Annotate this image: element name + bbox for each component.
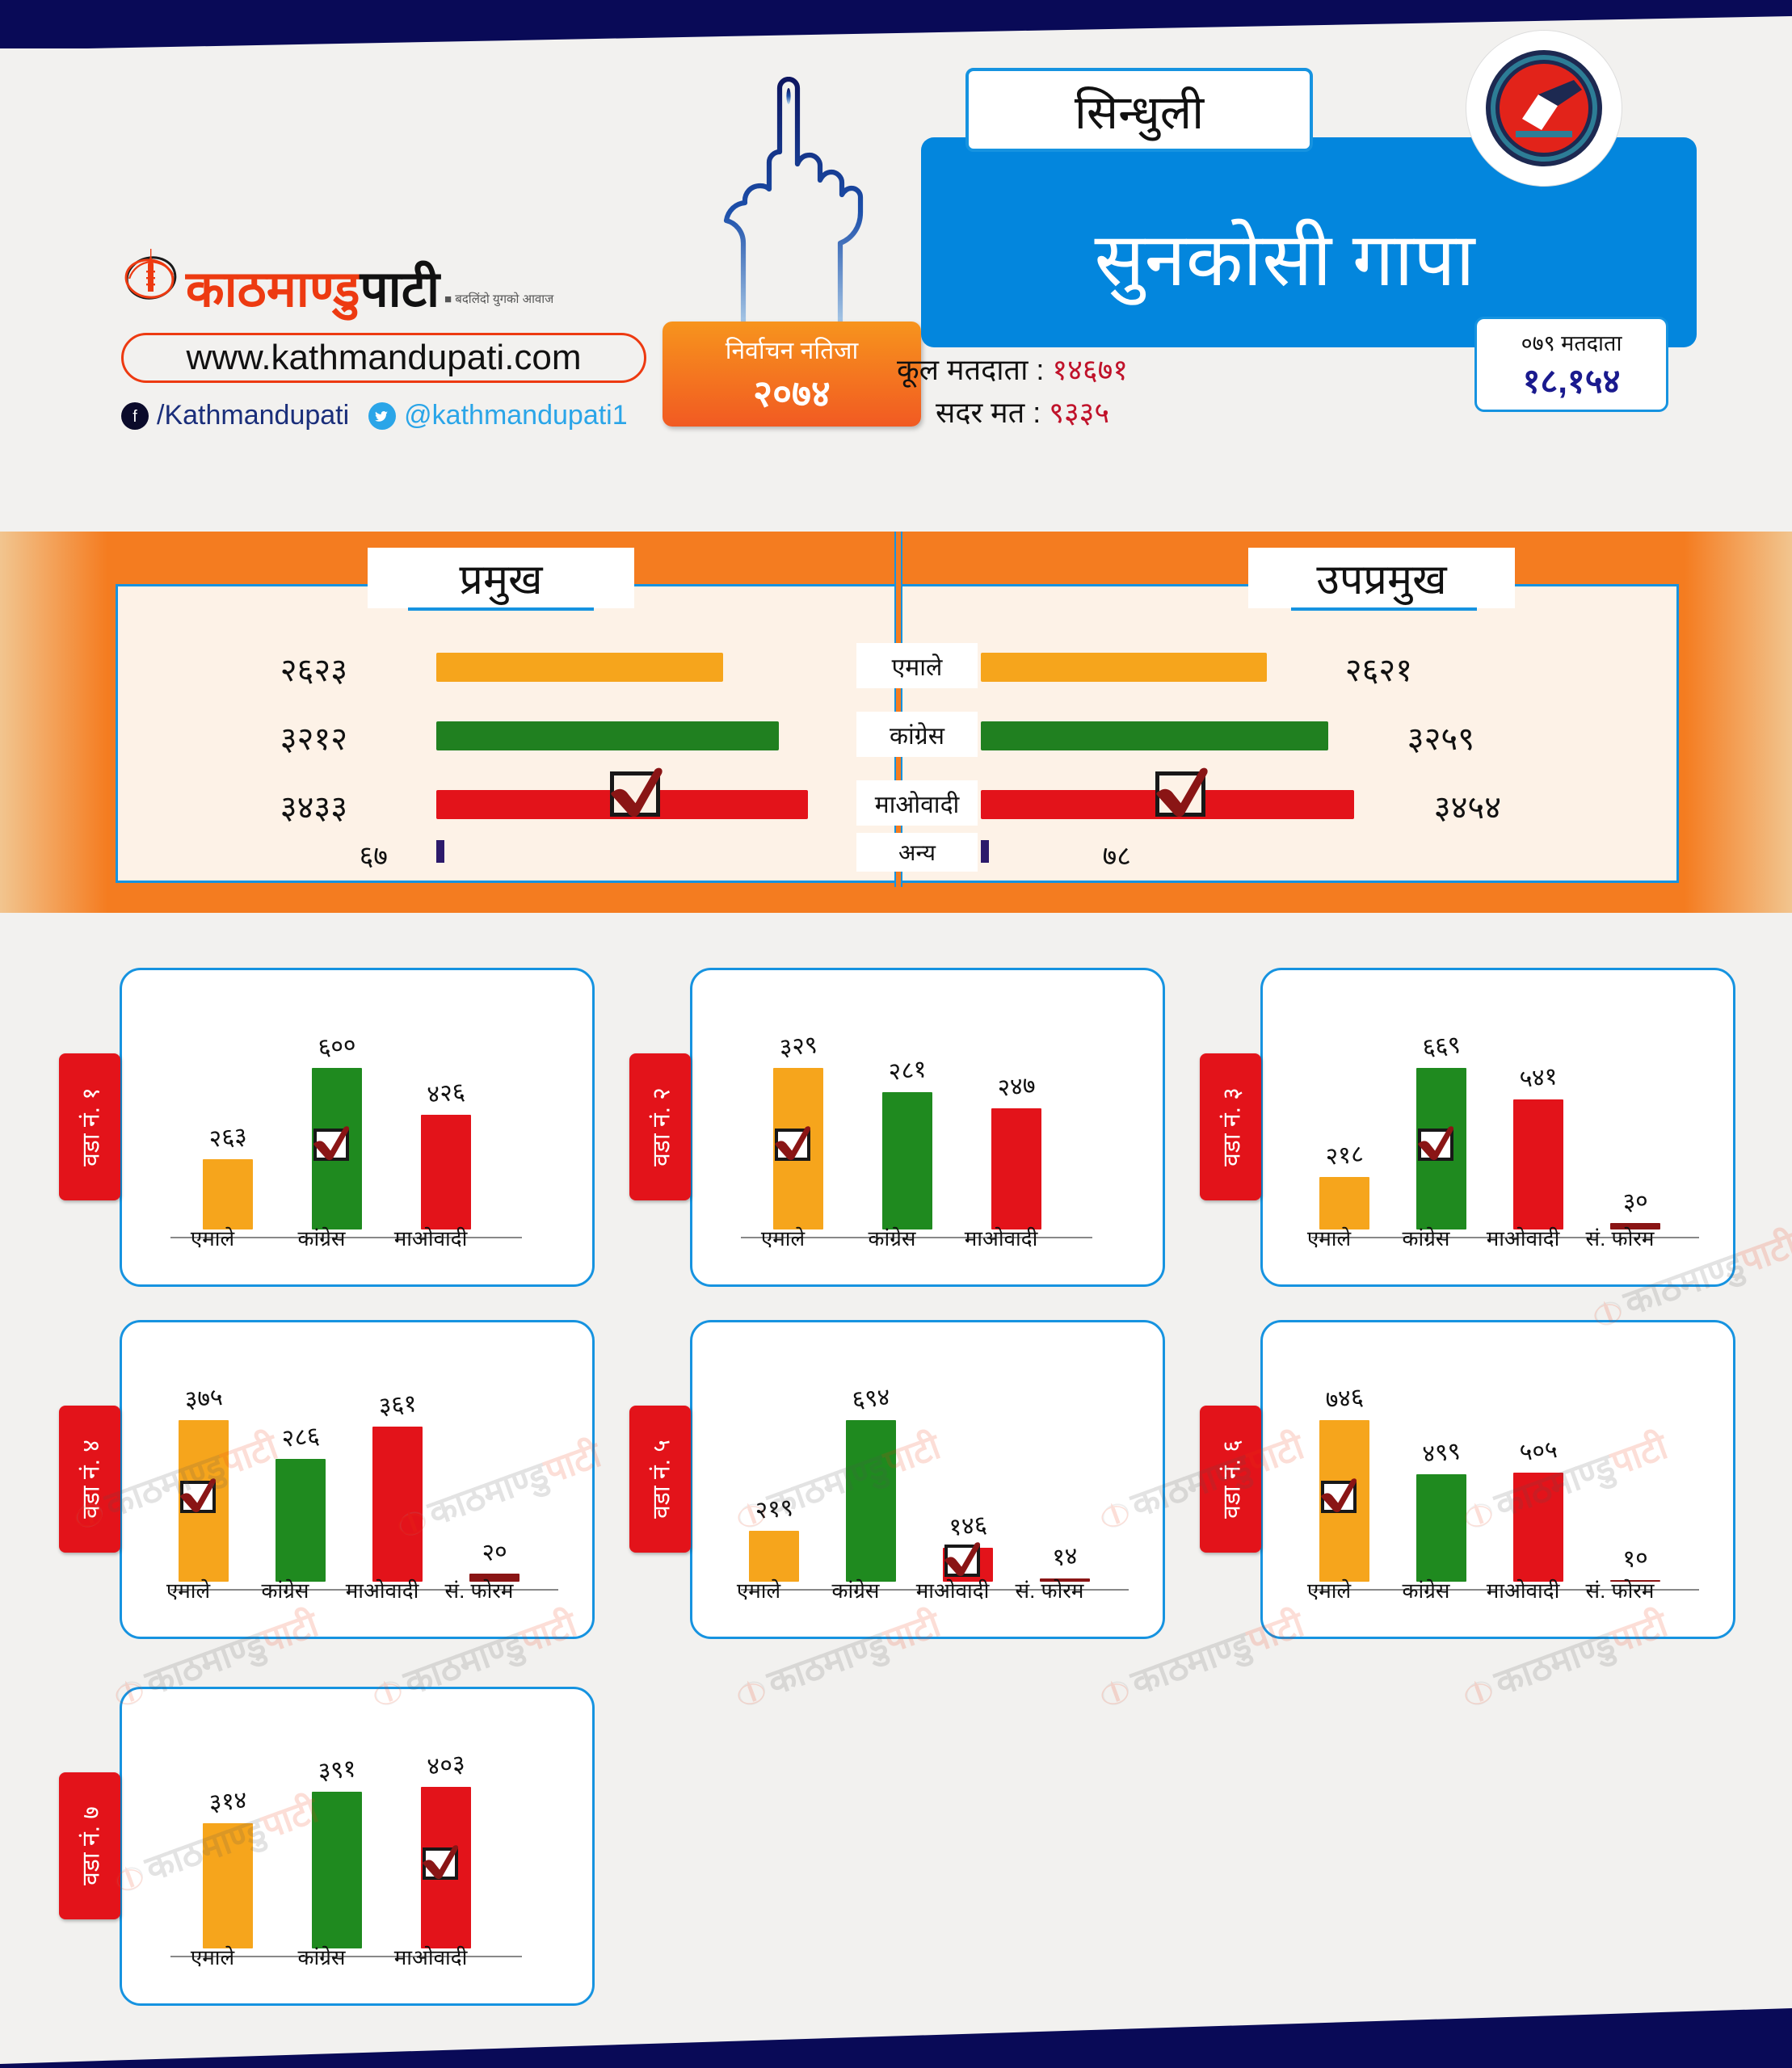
svg-text:f: f bbox=[133, 408, 137, 426]
